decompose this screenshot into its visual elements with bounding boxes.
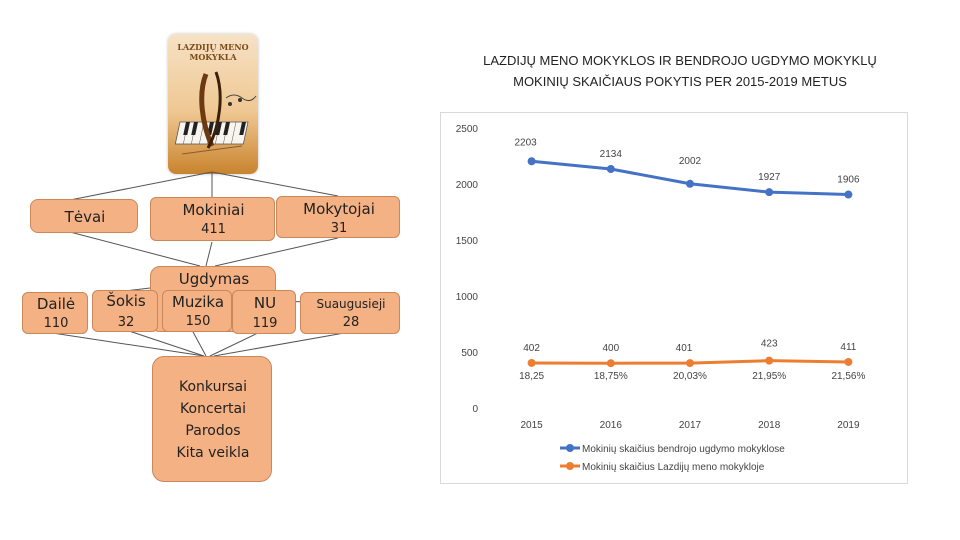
activity-item: Parodos: [185, 423, 241, 439]
chart-border: [440, 112, 908, 484]
nu-box: NU 119: [232, 290, 296, 334]
education-label: Ugdymas: [178, 270, 250, 288]
data-point: [606, 359, 615, 368]
x-tick-label: 2018: [758, 420, 781, 431]
percent-label: 18,25: [519, 371, 544, 382]
data-label: 400: [602, 343, 619, 354]
data-point: [686, 359, 694, 368]
nu-label: NU: [253, 294, 277, 312]
logo-line-1: LAZDIJŲ MENO: [177, 42, 249, 52]
org-connectors: [45, 171, 351, 357]
data-point: [765, 356, 774, 365]
parents-box: Tėvai: [30, 199, 138, 233]
data-label: 2002: [679, 156, 702, 167]
music-count: 150: [185, 314, 211, 329]
logo-line-2: MOKYKLA: [189, 52, 237, 62]
adults-count: 28: [342, 315, 360, 330]
y-tick-label: 1500: [456, 236, 479, 247]
data-label: 1906: [837, 175, 860, 186]
y-tick-label: 2000: [456, 180, 479, 191]
y-tick-label: 0: [472, 404, 478, 415]
legend-marker: [566, 462, 574, 470]
parents-label: Tėvai: [64, 208, 106, 226]
data-label: 2134: [600, 149, 623, 160]
data-label: 423: [761, 339, 778, 350]
data-point: [606, 164, 615, 173]
teachers-count: 31: [330, 221, 348, 236]
music-label: Muzika: [171, 293, 225, 311]
percent-label: 18,75%: [594, 371, 628, 382]
activities-box: Konkursai Koncertai Parodos Kita veikla: [152, 356, 272, 482]
dance-label: Šokis: [106, 292, 146, 310]
chart-title: LAZDIJŲ MENO MOKYKLOS IR BENDROJO UGDYMO…: [440, 50, 920, 92]
legend-marker: [566, 444, 574, 452]
percent-label: 21,95%: [752, 371, 786, 382]
y-tick-label: 2500: [456, 124, 479, 135]
data-point: [527, 157, 536, 166]
activity-item: Konkursai: [179, 379, 247, 395]
data-point: [844, 190, 853, 199]
music-box: Muzika 150: [162, 290, 232, 332]
adults-box: Suaugusieji 28: [300, 292, 400, 334]
x-tick-label: 2015: [520, 420, 543, 431]
dance-box: Šokis 32: [92, 290, 158, 332]
y-tick-label: 500: [461, 348, 478, 359]
x-tick-label: 2016: [600, 420, 623, 431]
art-label: Dailė: [36, 295, 76, 313]
dance-count: 32: [117, 315, 135, 330]
logo-piano-violin-graphic: [174, 71, 257, 155]
adults-label: Suaugusieji: [316, 297, 386, 311]
line-chart: 0 500 1000 1500 2000 2500 2015 2016 2017 2018 2019…: [440, 112, 908, 484]
chart-title-line-1: LAZDIJŲ MENO MOKYKLOS IR BENDROJO UGDYMO…: [483, 53, 877, 68]
data-point: [686, 179, 694, 188]
data-point: [765, 188, 774, 197]
students-count: 411: [201, 222, 226, 237]
art-count: 110: [43, 316, 69, 331]
students-box: Mokiniai 411: [150, 197, 275, 241]
legend-label: Mokinių skaičius bendrojo ugdymo mokyklo…: [582, 444, 785, 455]
data-label: 411: [840, 342, 856, 353]
activity-item: Koncertai: [180, 401, 246, 417]
x-tick-label: 2019: [837, 420, 860, 431]
chart-title-line-2: MOKINIŲ SKAIČIAUS POKYTIS PER 2015-2019 …: [513, 74, 847, 89]
y-tick-label: 1000: [456, 292, 479, 303]
data-label: 1927: [758, 172, 781, 183]
students-label: Mokiniai: [182, 201, 245, 219]
chart-area: 0 500 1000 1500 2000 2500 2015 2016 2017 2018 2019…: [440, 112, 908, 484]
percent-label: 20,03%: [673, 371, 707, 382]
data-label: 401: [676, 343, 693, 354]
percent-label: 21,56%: [831, 371, 865, 382]
x-tick-label: 2017: [679, 420, 702, 431]
teachers-label: Mokytojai: [303, 200, 375, 218]
data-label: 2203: [514, 137, 537, 148]
data-point: [844, 357, 853, 366]
data-label: 402: [523, 343, 540, 354]
teachers-box: Mokytojai 31: [276, 196, 400, 238]
school-logo: LAZDIJŲ MENO MOKYKLA: [168, 34, 258, 174]
data-point: [527, 358, 536, 367]
nu-count: 119: [252, 316, 278, 331]
art-box: Dailė 110: [22, 292, 88, 334]
activity-item: Kita veikla: [176, 445, 250, 461]
legend-label: Mokinių skaičius Lazdijų meno mokykloje: [582, 462, 765, 473]
